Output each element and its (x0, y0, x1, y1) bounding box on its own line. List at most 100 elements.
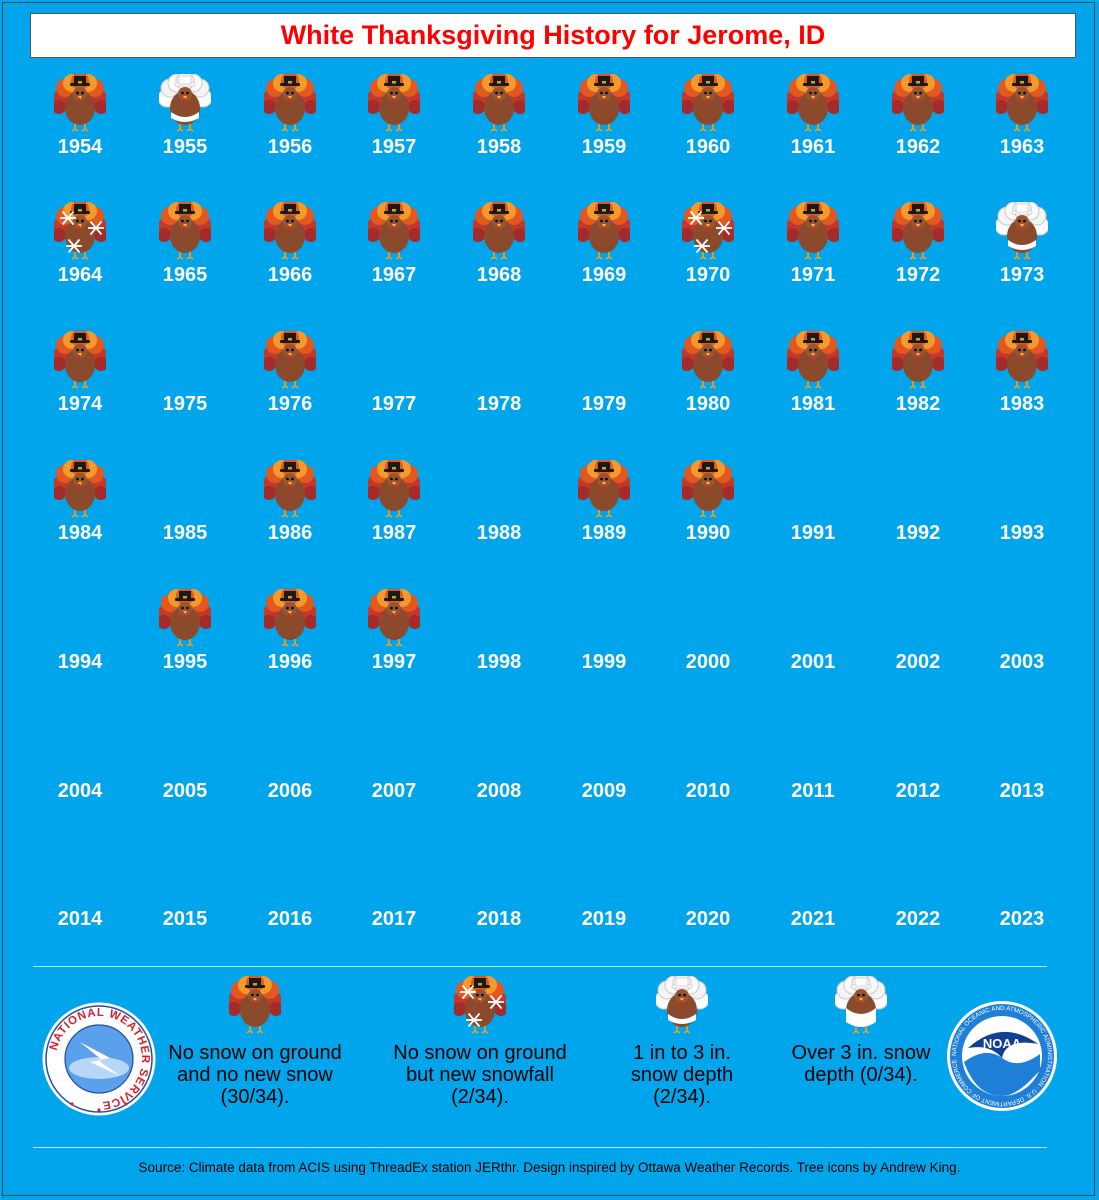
year-cell: 1982 (866, 329, 970, 457)
year-cell: 1959 (552, 72, 656, 200)
year-cell: 2002 (866, 587, 970, 715)
turkey-icon (471, 72, 527, 132)
legend-item-over-3: Over 3 in. snow depth (0/34). (786, 973, 936, 1086)
turkey-icon (994, 329, 1050, 389)
turkey-icon (227, 974, 283, 1034)
year-label: 1995 (162, 651, 208, 673)
year-cell: 1985 (133, 458, 237, 586)
year-label: 1985 (162, 522, 208, 544)
year-label: 2000 (685, 651, 731, 673)
year-label: 2018 (476, 908, 522, 930)
year-label: 1979 (581, 393, 627, 415)
year-cell: 1974 (28, 329, 132, 457)
year-label: 1967 (371, 264, 417, 286)
year-label: 1989 (581, 522, 627, 544)
year-label: 1958 (476, 136, 522, 158)
year-cell: 2003 (970, 587, 1074, 715)
year-label: 1956 (267, 136, 313, 158)
title-box: White Thanksgiving History for Jerome, I… (30, 13, 1076, 58)
source-note: Source: Climate data from ACIS using Thr… (138, 1160, 961, 1175)
year-label: 1959 (581, 136, 627, 158)
turkey-snow-icon (994, 199, 1050, 260)
year-cell: 1971 (761, 200, 865, 328)
year-cell: 1994 (28, 587, 132, 715)
year-label: 1955 (162, 136, 208, 158)
year-cell: 2017 (342, 844, 446, 972)
turkey-icon (366, 458, 422, 518)
legend-item-new-snow: No snow on ground but new snowfall (2/34… (388, 974, 572, 1108)
year-cell: 1958 (447, 72, 551, 200)
year-cell: 2012 (866, 716, 970, 844)
year-cell: 1977 (342, 329, 446, 457)
year-cell: 2007 (342, 716, 446, 844)
legend-label-no-snow: No snow on ground and no new snow (30/34… (168, 1042, 342, 1108)
year-cell: 2021 (761, 844, 865, 972)
turkey-icon (52, 72, 108, 132)
legend-label-1-to-3: 1 in to 3 in. snow depth (2/34). (630, 1042, 734, 1108)
year-cell: 1987 (342, 458, 446, 586)
year-label: 1992 (895, 522, 941, 544)
year-label: 2016 (267, 908, 313, 930)
year-label: 1994 (57, 651, 103, 673)
year-cell: 1973 (970, 199, 1074, 328)
year-label: 1997 (371, 651, 417, 673)
year-cell: 1978 (447, 329, 551, 457)
year-cell: 1996 (238, 587, 342, 715)
year-label: 1982 (895, 393, 941, 415)
legend-item-1-to-3: 1 in to 3 in. snow depth (2/34). (612, 973, 752, 1108)
turkey-icon (890, 329, 946, 389)
year-label: 1960 (685, 136, 731, 158)
year-label: 1986 (267, 522, 313, 544)
year-cell: 2015 (133, 844, 237, 972)
turkey-snow-icon (654, 973, 710, 1034)
year-cell: 1957 (342, 72, 446, 200)
year-label: 1965 (162, 264, 208, 286)
year-cell: 1992 (866, 458, 970, 586)
year-label: 1969 (581, 264, 627, 286)
legend-label-new-snow: No snow on ground but new snowfall (2/34… (393, 1042, 567, 1108)
year-cell: 1970 (656, 200, 760, 328)
year-cell: 2011 (761, 716, 865, 844)
turkey-icon (576, 458, 632, 518)
turkey-icon (785, 72, 841, 132)
year-cell: 2010 (656, 716, 760, 844)
year-cell: 1956 (238, 72, 342, 200)
year-label: 1966 (267, 264, 313, 286)
turkey-icon (52, 458, 108, 518)
year-cell: 1962 (866, 72, 970, 200)
year-label: 1957 (371, 136, 417, 158)
year-cell: 1989 (552, 458, 656, 586)
year-cell: 2009 (552, 716, 656, 844)
year-grid: 1954 1955 1956 1957 1958 1959 1960 1961 1962 1963… (28, 71, 1074, 930)
turkey-icon (366, 587, 422, 647)
year-cell: 1984 (28, 458, 132, 586)
turkey-icon (994, 72, 1050, 132)
year-cell: 1976 (238, 329, 342, 457)
year-label: 1991 (790, 522, 836, 544)
year-cell: 1955 (133, 71, 237, 200)
year-cell: 1986 (238, 458, 342, 586)
year-label: 1978 (476, 393, 522, 415)
year-cell: 2006 (238, 716, 342, 844)
year-label: 2008 (476, 780, 522, 802)
year-label: 2021 (790, 908, 836, 930)
year-cell: 1995 (133, 587, 237, 715)
year-label: 2011 (791, 780, 835, 802)
noaa-logo-icon: NOAA NATIONAL OCEANIC AND ATMOSPHERIC AD… (947, 1001, 1057, 1111)
year-cell: 1963 (970, 72, 1074, 200)
turkey-icon (366, 72, 422, 132)
year-cell: 1981 (761, 329, 865, 457)
year-label: 2005 (162, 780, 208, 802)
year-cell: 1969 (552, 200, 656, 328)
turkey-icon (785, 200, 841, 260)
chart-title: White Thanksgiving History for Jerome, I… (280, 20, 826, 50)
year-label: 1962 (895, 136, 941, 158)
year-label: 1984 (57, 522, 103, 544)
year-cell: 1968 (447, 200, 551, 328)
year-cell: 1954 (28, 72, 132, 200)
year-cell: 2022 (866, 844, 970, 972)
legend: No snow on ground and no new snow (30/34… (0, 968, 1099, 1143)
year-cell: 1964 (28, 200, 132, 328)
year-cell: 1998 (447, 587, 551, 715)
